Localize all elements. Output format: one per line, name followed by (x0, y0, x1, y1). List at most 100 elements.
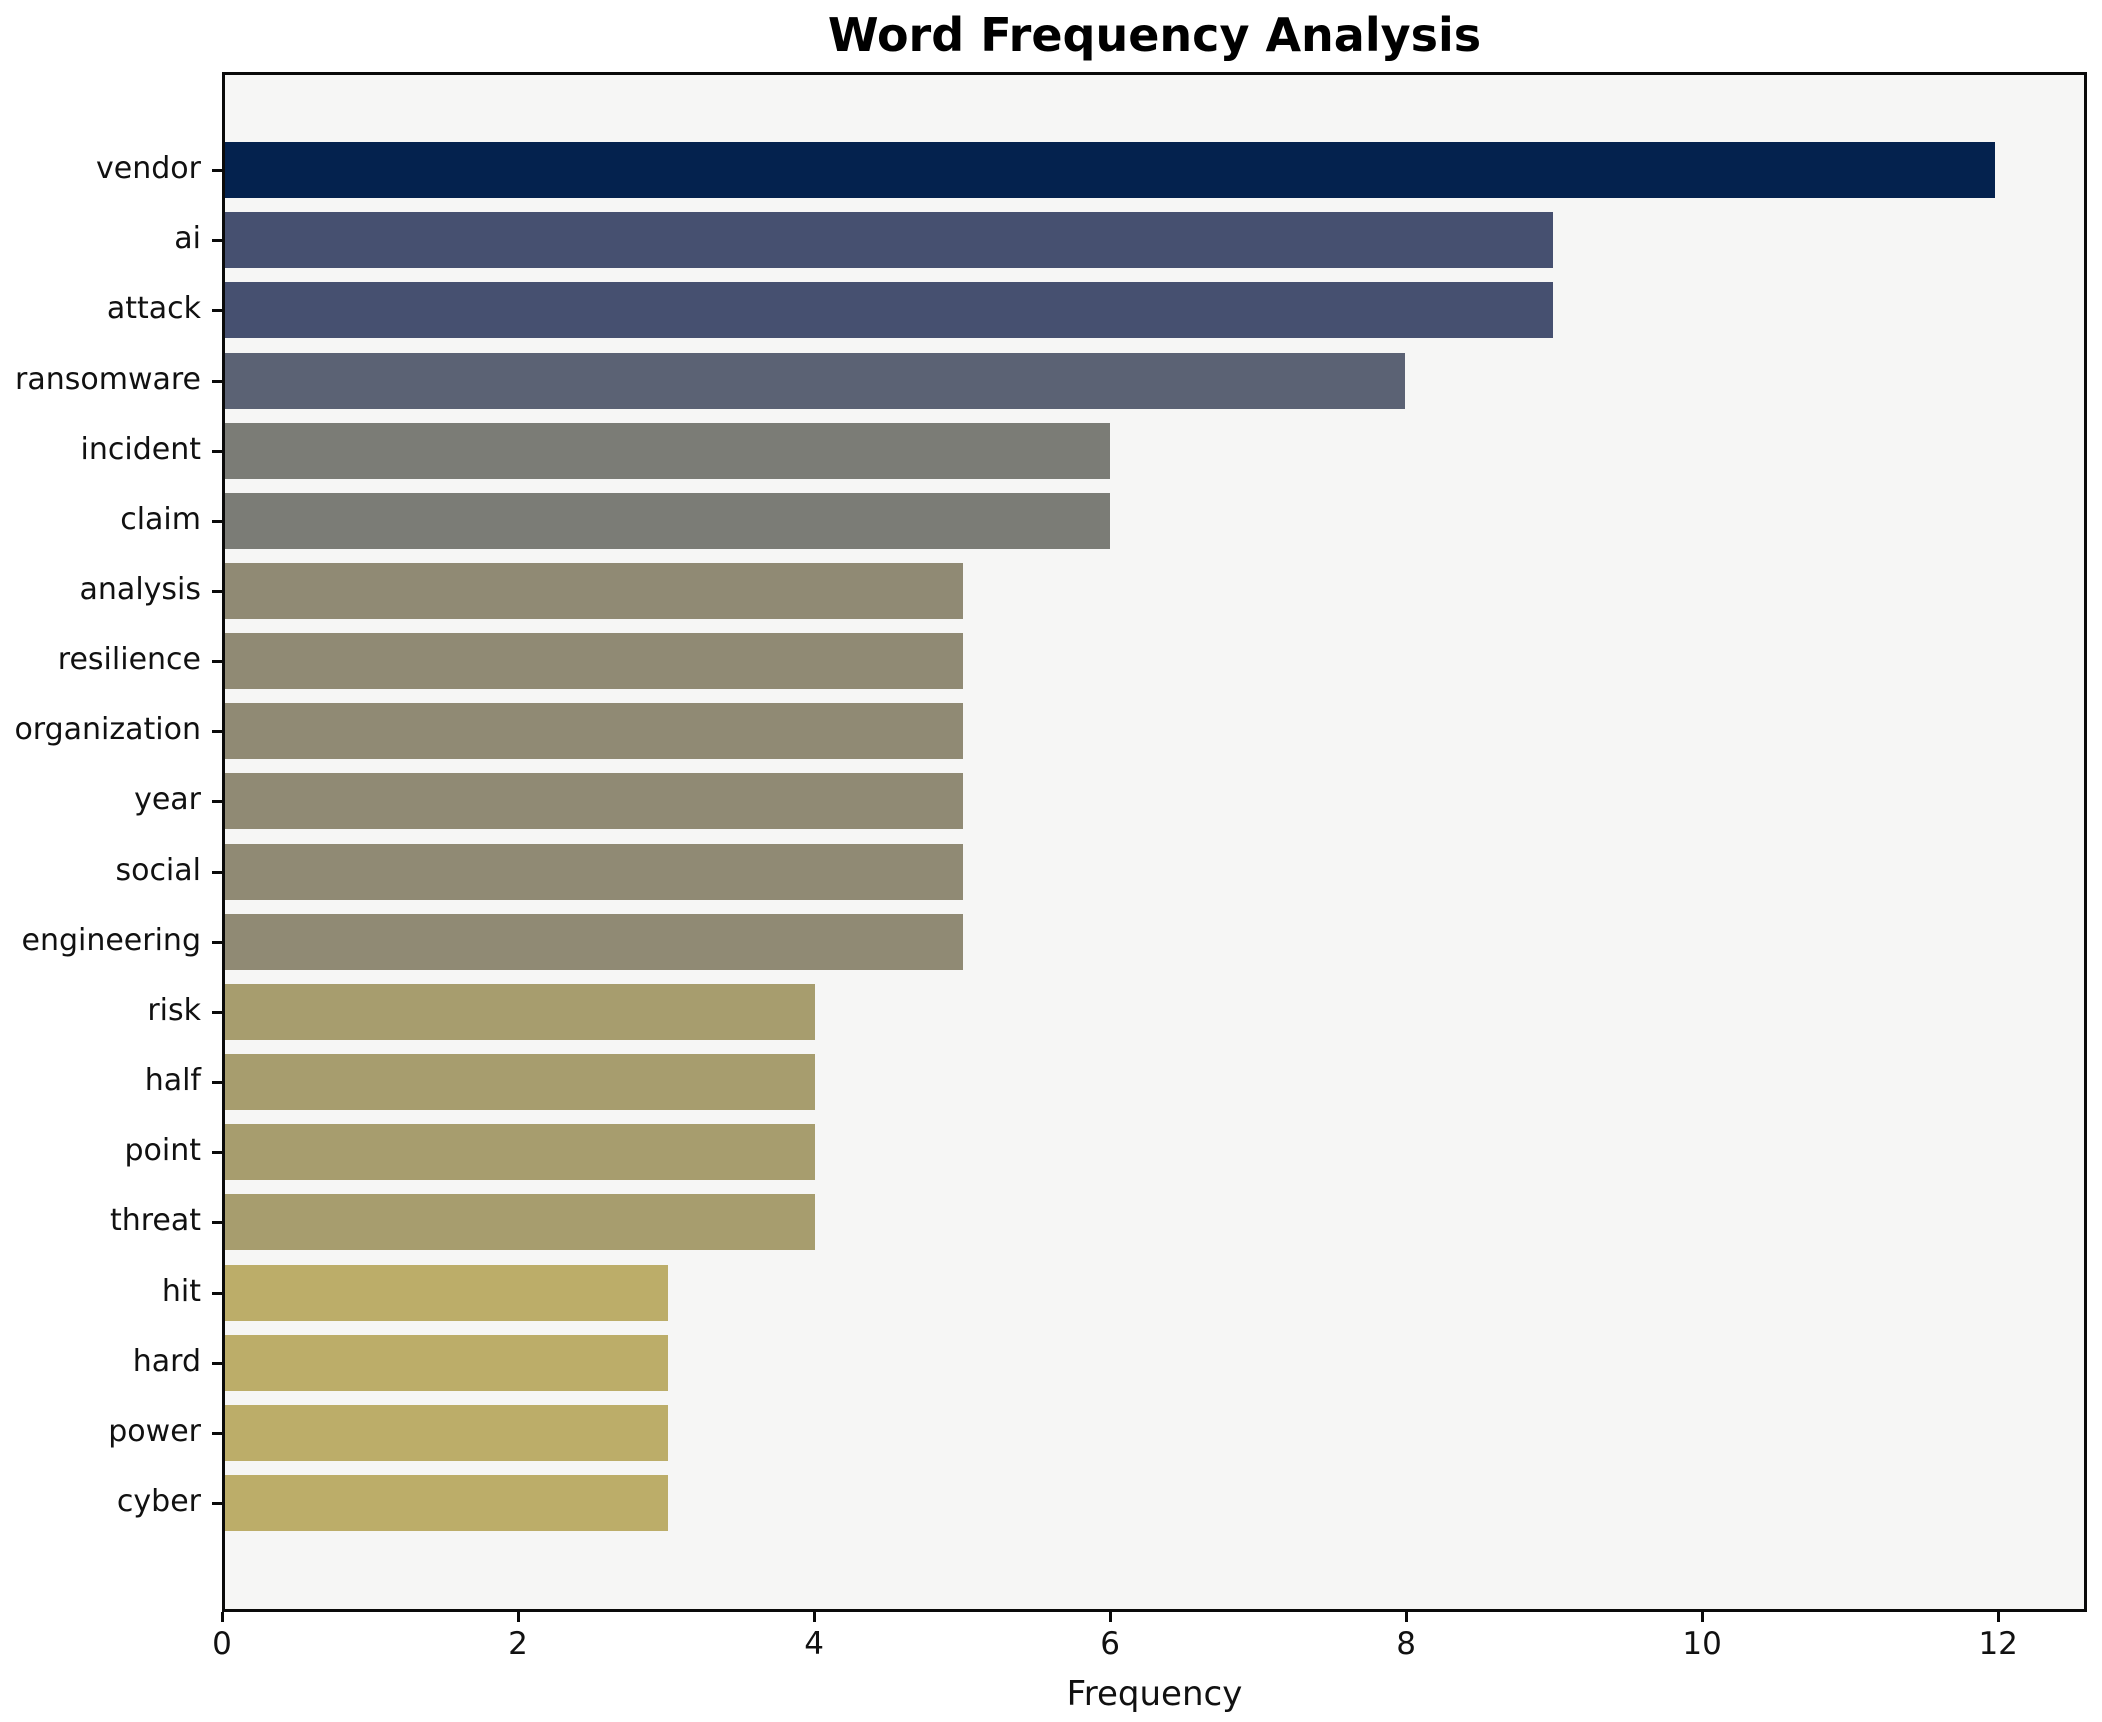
bar-row-cyber: cyber (117, 1468, 2084, 1538)
frequency-bar (225, 422, 1111, 479)
y-tick-mark (212, 1361, 222, 1365)
bar-row-social: social (115, 837, 2084, 907)
bar-row-engineering: engineering (21, 907, 2084, 977)
y-tick-mark (212, 449, 222, 453)
bar-row-half: half (145, 1047, 2084, 1117)
y-tick-mark (212, 870, 222, 874)
bar-row-ransomware: ransomware (15, 345, 2084, 415)
frequency-bar (225, 282, 1553, 339)
y-tick-mark (212, 660, 222, 664)
y-tick-label: incident (80, 431, 201, 467)
frequency-bar (225, 212, 1553, 269)
y-tick-label: engineering (21, 922, 201, 958)
y-tick-label: power (108, 1413, 201, 1449)
bar-row-ai: ai (174, 205, 2084, 275)
x-tick-mark (1405, 1612, 1409, 1622)
x-tick-mark (221, 1612, 224, 1622)
x-axis: Frequency 0 2 4 6 8 10 12 (212, 1612, 2087, 1722)
frequency-bar (225, 142, 1996, 199)
bar-row-incident: incident (81, 416, 2084, 486)
frequency-bar (225, 1475, 668, 1532)
bar-row-hard: hard (133, 1328, 2084, 1398)
y-tick-mark (212, 1221, 222, 1225)
bar-row-attack: attack (107, 275, 2084, 345)
bar-row-analysis: analysis (80, 556, 2084, 626)
y-tick-mark (212, 239, 222, 243)
bar-row-risk: risk (147, 977, 2084, 1047)
bars-layer: vendor ai attack ransomware incident claim ana… (14, 75, 2084, 1609)
y-tick-mark (212, 800, 222, 804)
y-tick-mark (212, 590, 222, 594)
x-tick-label: 8 (1396, 1626, 1416, 1662)
frequency-bar (225, 1334, 668, 1391)
y-tick-label: resilience (57, 642, 201, 678)
y-tick-label: point (124, 1133, 201, 1169)
y-tick-label: claim (120, 501, 201, 537)
y-tick-label: hit (161, 1273, 201, 1309)
x-tick-label: 0 (212, 1626, 232, 1662)
x-tick-label: 10 (1682, 1626, 1722, 1662)
y-tick-mark (212, 1431, 222, 1435)
frequency-bar (225, 1264, 668, 1321)
y-tick-label: risk (147, 993, 201, 1029)
y-tick-label: year (134, 782, 201, 818)
frequency-bar (225, 703, 963, 760)
bar-row-claim: claim (120, 486, 2084, 556)
y-tick-mark (212, 1502, 222, 1506)
x-tick-mark (1109, 1612, 1113, 1622)
x-axis-label: Frequency (1066, 1674, 1243, 1714)
frequency-bar (225, 563, 963, 620)
y-tick-label: half (144, 1063, 201, 1099)
x-tick-label: 4 (804, 1626, 824, 1662)
y-tick-label: vendor (96, 151, 201, 187)
frequency-bar (225, 1194, 816, 1251)
frequency-bar (225, 352, 1406, 409)
chart-title: Word Frequency Analysis (827, 8, 1482, 62)
frequency-bar (225, 983, 816, 1040)
y-tick-mark (212, 1010, 222, 1014)
frequency-bar (225, 1404, 668, 1461)
x-tick-mark (1997, 1612, 2001, 1622)
y-tick-mark (212, 379, 222, 383)
bar-row-year: year (134, 766, 2084, 836)
bar-row-resilience: resilience (58, 626, 2084, 696)
y-tick-label: ai (174, 221, 201, 257)
frequency-bar (225, 492, 1111, 549)
frequency-bar (225, 1054, 816, 1111)
frequency-bar (225, 633, 963, 690)
frequency-bar (225, 913, 963, 970)
y-tick-mark (212, 1151, 222, 1155)
y-tick-mark (212, 940, 222, 944)
x-tick-mark (517, 1612, 521, 1622)
y-tick-label: social (115, 852, 201, 888)
x-tick-label: 2 (508, 1626, 528, 1662)
y-tick-mark (212, 169, 222, 173)
y-tick-mark (212, 1291, 222, 1295)
frequency-bar (225, 773, 963, 830)
bar-row-power: power (108, 1398, 2084, 1468)
x-tick-mark (813, 1612, 817, 1622)
y-tick-label: attack (106, 291, 201, 327)
frequency-bar (225, 843, 963, 900)
x-tick-mark (1701, 1612, 1705, 1622)
y-tick-mark (212, 309, 222, 313)
y-tick-mark (212, 1081, 222, 1085)
bar-row-point: point (124, 1117, 2084, 1187)
bar-row-threat: threat (110, 1187, 2084, 1257)
y-tick-label: analysis (79, 572, 201, 608)
bar-row-organization: organization (14, 696, 2084, 766)
plot-area: vendor ai attack ransomware incident claim ana… (14, 72, 2087, 1612)
y-tick-label: threat (109, 1203, 201, 1239)
bar-row-vendor: vendor (96, 135, 2084, 205)
frequency-bar (225, 1124, 816, 1181)
x-tick-label: 6 (1100, 1626, 1120, 1662)
x-tick-label: 12 (1978, 1626, 2018, 1662)
y-tick-label: organization (14, 712, 201, 748)
y-tick-mark (212, 730, 222, 734)
bar-row-hit: hit (162, 1258, 2084, 1328)
y-tick-label: ransomware (15, 361, 201, 397)
y-tick-label: hard (132, 1343, 201, 1379)
y-tick-mark (212, 519, 222, 523)
y-tick-label: cyber (116, 1484, 201, 1520)
